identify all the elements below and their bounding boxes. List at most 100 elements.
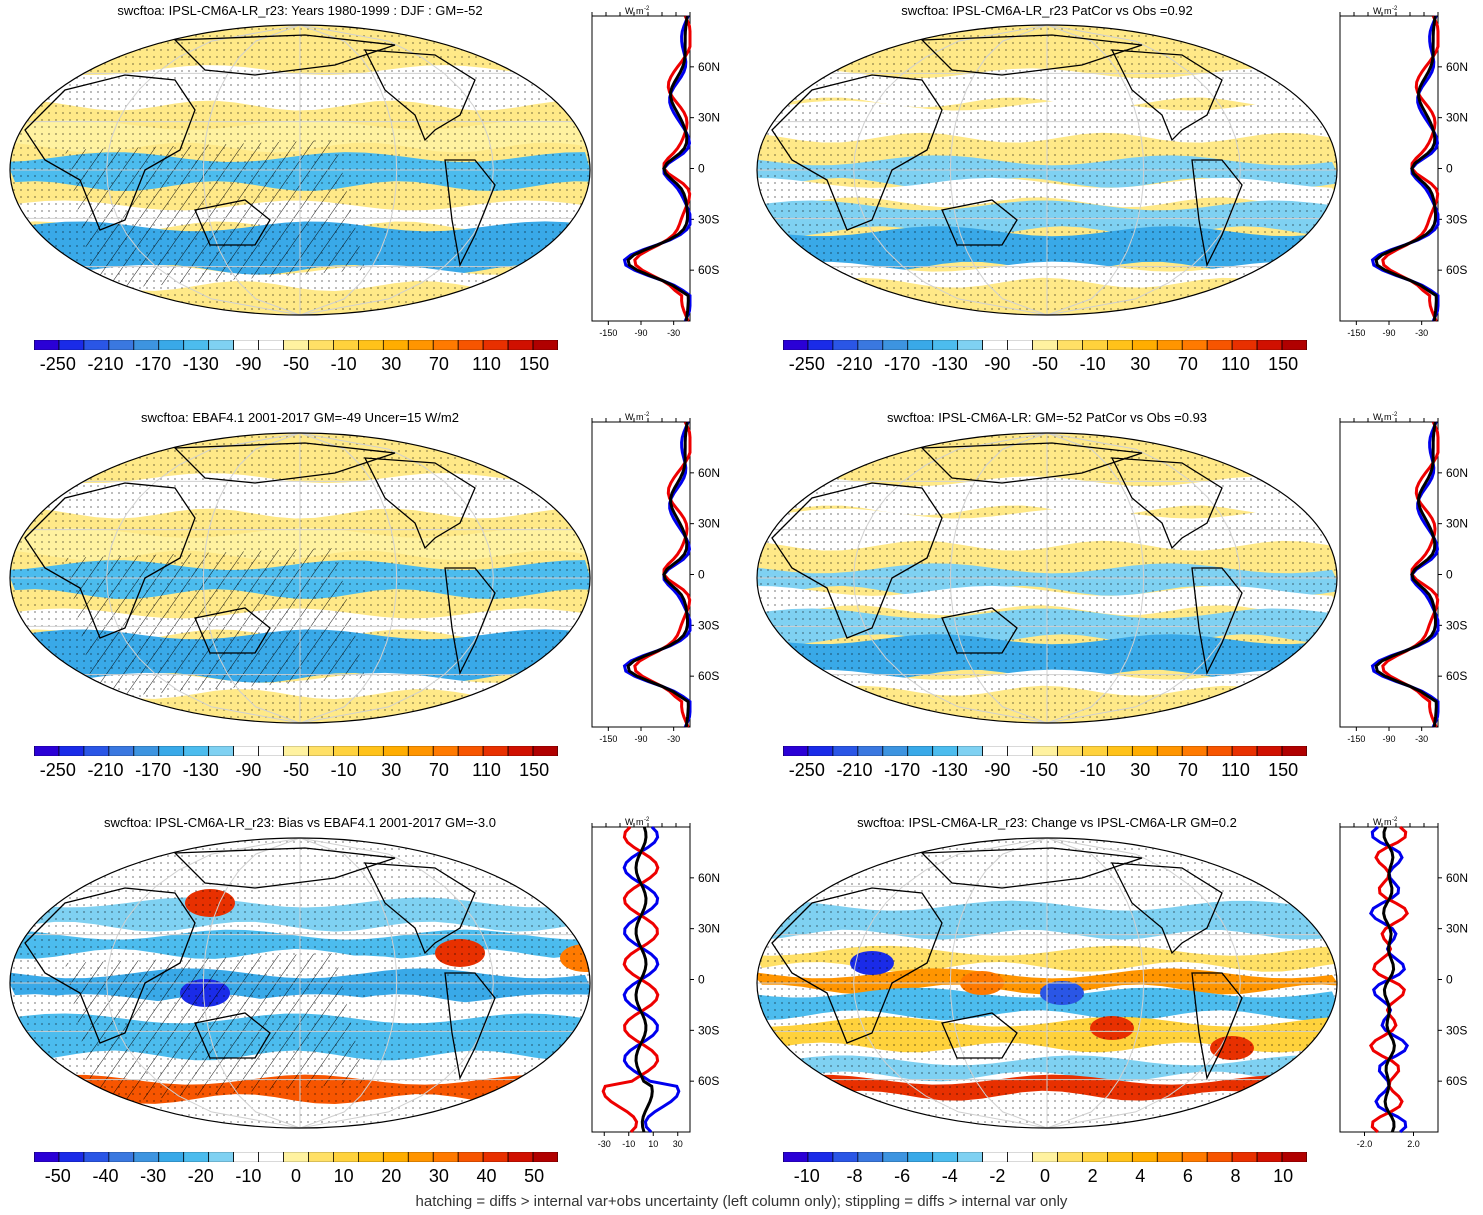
colorbar-swatch <box>957 1152 983 1162</box>
colorbar-swatch <box>783 340 809 350</box>
colorbar-swatch <box>957 340 983 350</box>
colorbar-swatch <box>907 340 934 350</box>
longitude-gridline <box>202 433 301 723</box>
colorbar-swatch <box>108 1152 135 1162</box>
profile-lat-label: 30S <box>698 618 719 632</box>
colorbar-swatch <box>457 746 484 756</box>
colorbar-swatch <box>1206 746 1233 756</box>
colorbar-swatch <box>832 746 859 756</box>
colorbar-swatch <box>407 1152 434 1162</box>
panel-title: swcftoa: IPSL-CM6A-LR_r23: Years 1980-19… <box>117 3 483 18</box>
colorbar-tick-label: -90 <box>984 760 1011 780</box>
colorbar-swatch <box>783 1152 809 1162</box>
colorbar-swatch <box>1181 1152 1208 1162</box>
profile-unit-superscript: -2 <box>1392 817 1398 823</box>
colorbar-swatch <box>1107 746 1133 756</box>
colorbar-swatch <box>1181 746 1208 756</box>
profile-lat-label: 0 <box>698 568 705 582</box>
panel-title: swcftoa: EBAF4.1 2001-2017 GM=-49 Uncer=… <box>141 410 459 425</box>
colorbar-swatch <box>1181 340 1208 350</box>
profile-lat-label: 30S <box>698 1023 719 1037</box>
profile-x-tick-label: -90 <box>1382 734 1395 744</box>
colorbar-tick-label: -50 <box>44 1166 71 1186</box>
colorbar-swatch <box>1231 1152 1258 1162</box>
map-panel-1 <box>9 24 591 316</box>
colorbar-tick-label: -30 <box>140 1166 167 1186</box>
colorbar-swatch <box>1281 1152 1307 1162</box>
profile-line-change <box>626 421 690 728</box>
colorbar-swatch <box>258 746 284 756</box>
zonal-mean-profile-4: W m -2 60N 30N 0 30S 60S -150 -90 -30 <box>1339 412 1468 744</box>
colorbar-swatch <box>932 1152 959 1162</box>
colorbar <box>783 1152 1307 1162</box>
colorbar-tick-label: -130 <box>182 354 219 374</box>
profile-lat-label: 30N <box>698 922 720 936</box>
colorbar-tick-label: -130 <box>931 760 968 780</box>
map-panel-3 <box>9 432 591 724</box>
coastline <box>444 567 496 676</box>
colorbar-tick-label: 40 <box>476 1166 497 1186</box>
colorbar-swatch <box>532 746 558 756</box>
colorbar-swatch <box>258 340 284 350</box>
profile-frame <box>591 421 691 728</box>
colorbar-swatch <box>283 746 309 756</box>
colorbar-tick-label: -210 <box>836 354 873 374</box>
colorbar-tick-label: 70 <box>428 760 449 780</box>
colorbar-swatch <box>957 746 983 756</box>
colorbar-tick-label: -210 <box>87 760 124 780</box>
profile-x-tick-label: -90 <box>634 328 647 338</box>
colorbar-swatch <box>932 340 959 350</box>
coastline <box>173 847 396 889</box>
longitude-gridline <box>949 838 1048 1128</box>
colorbar-tick-label: 0 <box>1039 1166 1051 1186</box>
colorbar-swatch <box>457 340 484 350</box>
coastline <box>941 199 1018 246</box>
colorbar-swatch <box>1032 1152 1058 1162</box>
colorbar-swatch <box>158 1152 185 1162</box>
colorbar-tick-label: -10 <box>1079 760 1106 780</box>
profile-x-tick-label: -150 <box>599 734 617 744</box>
colorbar-swatch <box>233 746 259 756</box>
profile-lat-label: 30S <box>1446 1023 1467 1037</box>
colorbar-swatch <box>108 746 135 756</box>
profile-frame <box>1339 421 1439 728</box>
longitude-gridline <box>202 838 301 1128</box>
colorbar-tick-label: 70 <box>428 354 449 374</box>
colorbar-swatch <box>857 746 884 756</box>
colorbar-swatch <box>283 340 309 350</box>
colorbar-swatch <box>183 746 210 756</box>
panel-title: swcftoa: IPSL-CM6A-LR_r23 PatCor vs Obs … <box>901 3 1193 18</box>
colorbar-swatch <box>1107 340 1133 350</box>
coastline <box>920 847 1143 889</box>
profile-lat-label: 60S <box>698 669 719 683</box>
colorbar-swatch <box>1256 746 1283 756</box>
profile-lat-label: 60N <box>1446 466 1468 480</box>
profile-x-tick-label: 2.0 <box>1407 1139 1420 1149</box>
colorbar <box>34 746 558 756</box>
profile-unit-superscript: -2 <box>1392 412 1398 418</box>
colorbar-swatch <box>158 340 185 350</box>
profile-x-tick-label: -30 <box>1415 328 1428 338</box>
profile-lat-label: 60N <box>1446 871 1468 885</box>
colorbar-swatch <box>183 1152 210 1162</box>
colorbar-tick-label: 70 <box>1177 354 1198 374</box>
colorbar-swatch <box>308 746 334 756</box>
colorbar-tick-label: -50 <box>1031 760 1059 780</box>
colorbar-swatch <box>832 340 859 350</box>
colorbar-swatch <box>1206 340 1233 350</box>
colorbar-swatch <box>907 746 934 756</box>
coastline <box>941 1012 1018 1059</box>
colorbar-tick-label: 10 <box>333 1166 354 1186</box>
colorbar-tick-label: -170 <box>135 760 172 780</box>
coastline <box>444 159 496 268</box>
colorbar-swatch <box>208 1152 234 1162</box>
colorbar-tick-label: -90 <box>235 760 262 780</box>
profile-line-change <box>1374 421 1438 728</box>
colorbar-swatch <box>1206 1152 1233 1162</box>
profile-lat-label: 0 <box>1446 973 1453 987</box>
longitude-gridline <box>299 433 398 723</box>
coastline <box>920 34 1143 76</box>
colorbar-tick-label: -210 <box>836 760 873 780</box>
coastline <box>194 607 271 654</box>
zonal-mean-profile-3: W m -2 60N 30N 0 30S 60S -150 -90 -30 <box>591 412 720 744</box>
